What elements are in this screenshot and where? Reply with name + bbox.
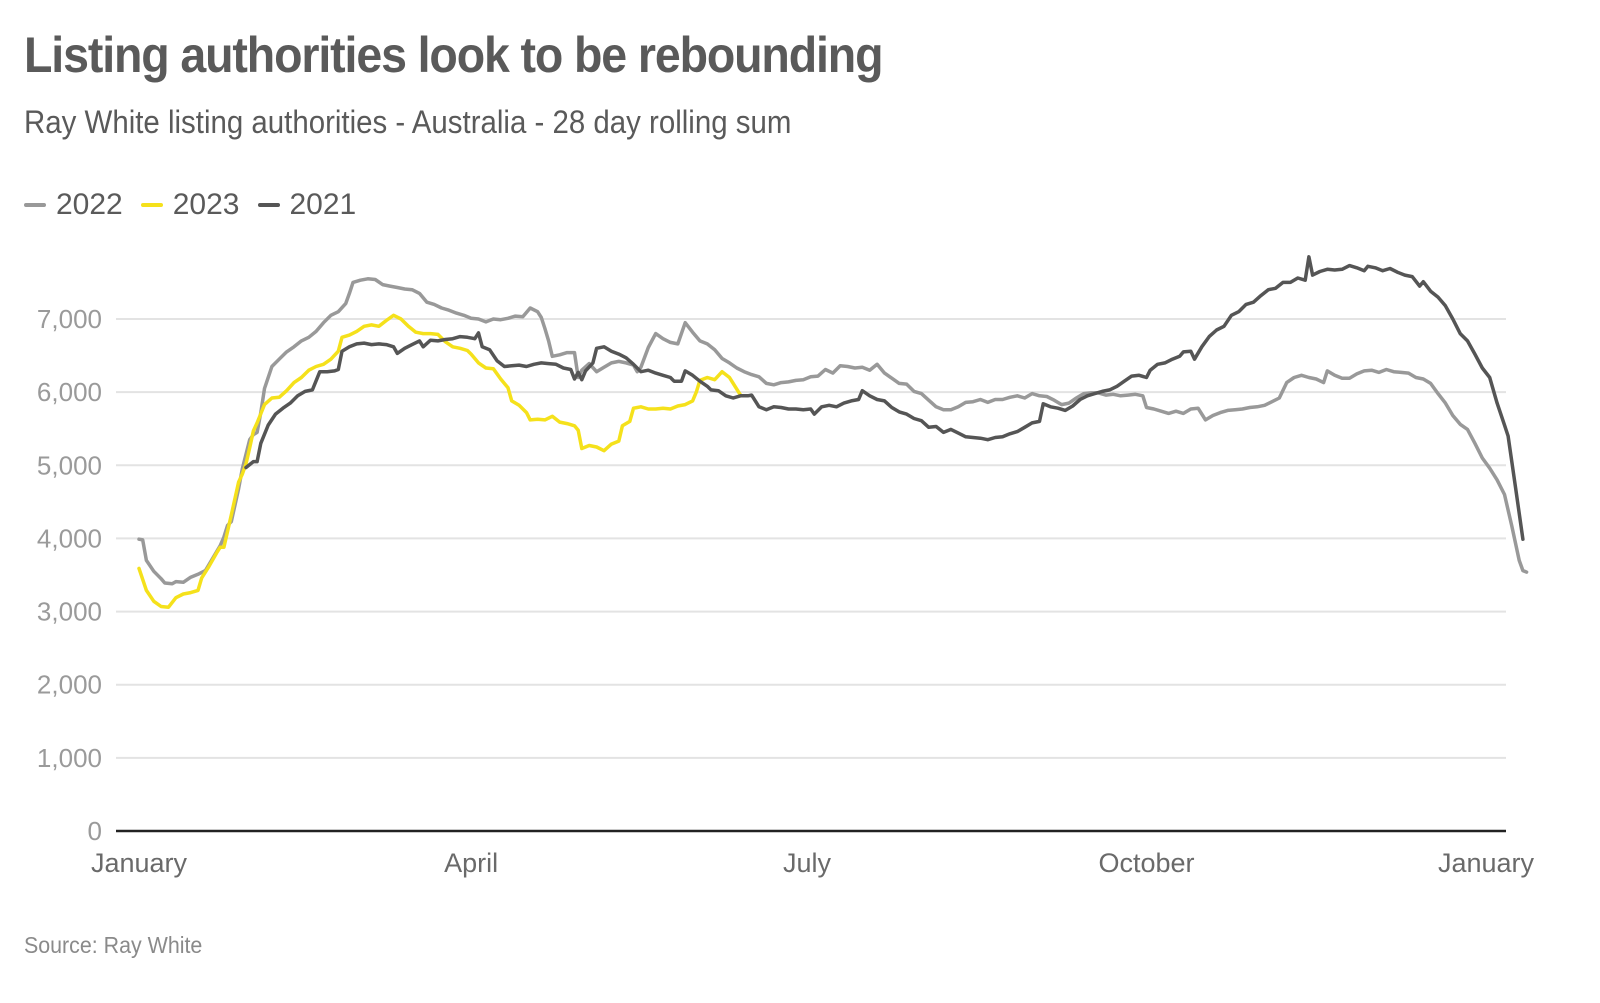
legend-swatch-2021 [257,203,280,207]
x-tick-label: January [91,848,188,878]
x-axis-ticks: January April July October January [91,848,1535,878]
y-tick-label: 4,000 [37,523,102,553]
series-line-2022 [137,277,1529,586]
y-tick-label: 1,000 [37,743,102,773]
y-tick-label: 3,000 [37,597,102,627]
legend-swatch-2022 [24,203,46,207]
y-tick-label: 6,000 [37,377,102,407]
series-line-2021 [244,255,1525,541]
source-note: Source: Ray White [24,932,203,958]
x-tick-label: October [1098,848,1194,878]
x-tick-label: July [783,848,832,878]
gridlines [116,318,1506,759]
legend-label-2021: 2021 [289,188,357,221]
legend-item-2021[interactable]: 2021 [257,188,357,222]
series-lines [137,255,1529,609]
legend-item-2022[interactable]: 2022 [24,188,123,222]
legend-item-2023[interactable]: 2023 [140,188,240,222]
legend-swatch-2023 [140,203,163,207]
series-line-2023 [137,313,743,609]
y-tick-label: 2,000 [37,670,102,700]
legend: 2022 2023 2021 [24,188,374,222]
legend-label-2022: 2022 [56,188,123,221]
y-tick-label: 7,000 [37,304,102,334]
x-tick-label: January [1438,848,1535,878]
y-tick-label: 0 [88,816,102,846]
legend-label-2023: 2023 [172,188,240,221]
y-tick-label: 5,000 [37,450,102,480]
chart-title: Listing authorities look to be reboundin… [24,27,884,83]
x-tick-label: April [444,848,498,878]
y-axis-ticks: 0 1,000 2,000 3,000 4,000 5,000 6,000 7,000 [37,304,102,846]
chart-subtitle: Ray White listing authorities - Australi… [24,104,792,140]
